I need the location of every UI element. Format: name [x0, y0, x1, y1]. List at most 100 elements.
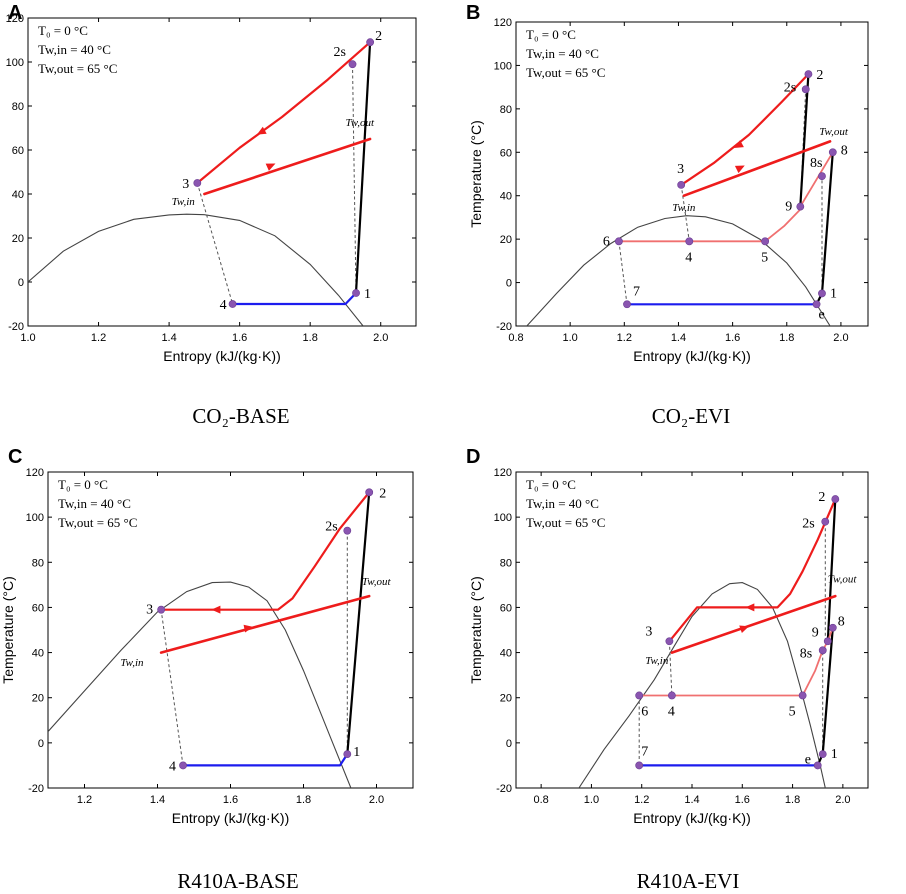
- state-point-label: 3: [645, 624, 652, 639]
- state-point-3: [665, 637, 674, 646]
- series-evaporator: [231, 291, 358, 306]
- x-tick-label: 1.4: [161, 332, 176, 344]
- state-point-3: [193, 179, 202, 187]
- state-point-label: 2: [375, 29, 382, 44]
- y-tick-label: -20: [28, 783, 44, 795]
- series-hp-compression: [826, 497, 837, 643]
- y-tick-label: -20: [8, 321, 24, 333]
- direction-arrow: [745, 603, 755, 612]
- direction-arrow: [243, 624, 254, 633]
- state-point-8s: [818, 172, 826, 181]
- state-point-4: [228, 300, 237, 308]
- direction-arrow: [734, 165, 745, 174]
- state-point-label: 5: [761, 250, 768, 265]
- series-gas-cooler: [196, 41, 372, 185]
- annotation-line: T₀ = 0 °C: [58, 477, 108, 492]
- state-point-1: [343, 750, 352, 759]
- state-point-2s: [801, 85, 810, 94]
- y-tick-label: 120: [494, 467, 512, 479]
- y-tick-label: 0: [506, 278, 512, 290]
- state-point-label: 8: [838, 615, 845, 630]
- state-point-label: 4: [220, 298, 227, 313]
- y-tick-label: 60: [500, 602, 512, 614]
- x-tick-label: 1.4: [684, 794, 699, 806]
- series-water: [682, 140, 832, 197]
- y-tick-label: 120: [494, 17, 512, 29]
- y-tick-label: 120: [6, 13, 24, 25]
- x-tick-label: 1.2: [91, 332, 106, 344]
- series-mix: [799, 151, 834, 208]
- x-tick-label: 1.8: [785, 794, 800, 806]
- state-point-2: [831, 495, 840, 503]
- y-tick-label: 40: [12, 189, 24, 201]
- state-point-label: 2: [379, 486, 386, 501]
- state-point-label: 8: [841, 143, 848, 158]
- state-point-6: [614, 237, 623, 246]
- x-axis-label: Entropy (kJ/(kg·K)): [163, 348, 280, 364]
- series-compression: [354, 41, 372, 295]
- water-in-label: Tw,in: [172, 196, 196, 208]
- saturation-dome: [28, 213, 364, 326]
- y-tick-label: 20: [12, 233, 24, 245]
- series-compression: [346, 491, 371, 756]
- annotation-line: Tw,in = 40 °C: [526, 496, 599, 511]
- state-point-2: [366, 38, 375, 47]
- plot-frame: [27, 17, 417, 327]
- x-tick-label: 1.2: [617, 332, 632, 344]
- plot-frame: [515, 21, 869, 327]
- y-tick-label: 0: [38, 738, 44, 750]
- x-tick-label: 2.0: [373, 332, 388, 344]
- y-tick-label: 60: [32, 602, 44, 614]
- state-point-label: 3: [677, 162, 684, 177]
- state-point-2s: [821, 517, 830, 526]
- state-point-label: 1: [364, 287, 371, 302]
- y-tick-label: 80: [500, 104, 512, 116]
- annotation-line: Tw,out = 65 °C: [58, 515, 137, 530]
- direction-arrow: [734, 140, 744, 148]
- state-point-4: [667, 691, 676, 700]
- x-tick-label: 2.0: [833, 332, 848, 344]
- state-point-label: 8s: [800, 646, 812, 661]
- y-tick-label: 40: [500, 648, 512, 660]
- state-point-label: 1: [831, 747, 838, 762]
- y-tick-label: 0: [506, 738, 512, 750]
- x-tick-label: 0.8: [533, 794, 548, 806]
- x-tick-label: 1.2: [77, 794, 92, 806]
- saturation-dome: [526, 215, 831, 326]
- y-tick-label: 100: [494, 512, 512, 524]
- state-point-label: 3: [182, 177, 189, 192]
- annotation-line: Tw,in = 40 °C: [38, 42, 111, 57]
- y-tick-label: 100: [494, 60, 512, 72]
- x-axis-label: Entropy (kJ/(kg·K)): [633, 348, 750, 364]
- state-point-1: [818, 289, 826, 298]
- y-tick-label: 20: [500, 693, 512, 705]
- y-tick-label: -20: [496, 783, 512, 795]
- direction-arrow: [265, 163, 276, 171]
- annotation-line: Tw,out = 65 °C: [526, 515, 605, 530]
- saturation-dome: [48, 581, 352, 788]
- state-point-label: 3: [146, 603, 153, 618]
- state-point-2: [365, 488, 374, 497]
- state-point-label: 9: [785, 200, 792, 215]
- y-tick-label: 80: [12, 101, 24, 113]
- state-point-3: [157, 605, 166, 614]
- y-axis-label: Temperature (°C): [468, 120, 484, 228]
- state-point-1: [818, 750, 827, 759]
- state-point-2s: [348, 60, 357, 69]
- state-point-2s: [343, 526, 352, 535]
- y-axis-label: Temperature (°C): [468, 576, 484, 684]
- direction-arrow: [739, 625, 750, 634]
- y-tick-label: 80: [500, 557, 512, 569]
- y-tick-label: -20: [496, 321, 512, 333]
- y-axis-label: Temperature (°C): [0, 576, 16, 684]
- state-point-label: 1: [353, 745, 360, 760]
- state-point-5: [761, 237, 770, 246]
- state-point-7: [635, 761, 644, 770]
- series-condenser: [668, 497, 837, 643]
- state-point-4: [685, 237, 694, 246]
- x-tick-label: 2.0: [369, 794, 384, 806]
- chart-panel-c: -20 0 20 40 60 80 100 120 1.2 1.4 1.6 1.8 2.0 Entropy…: [0, 467, 414, 826]
- water-out-label: Tw,out: [828, 574, 858, 586]
- x-tick-label: 1.0: [563, 332, 578, 344]
- chart-panel-b: -20 0 20 40 60 80 100 120 0.8 1.0 1.2 1.4 1.6 1.8 2.0 E…: [468, 17, 869, 364]
